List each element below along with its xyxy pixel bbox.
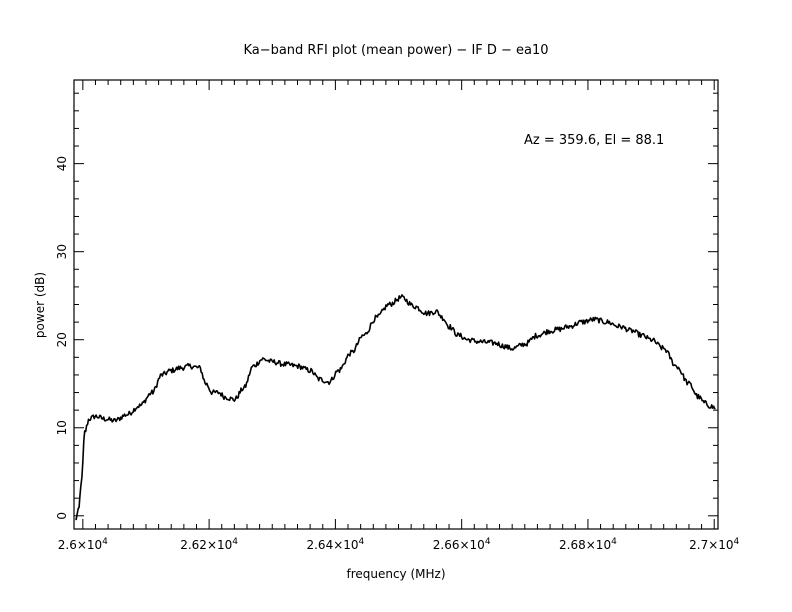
x-tick-label: 2.62×104	[180, 537, 238, 552]
x-axis: 2.6×104 2.62×104 2.64×104 2.66×104 2.68×104 2…	[58, 80, 740, 552]
y-axis: 0 10 20 30 40	[55, 92, 718, 520]
y-tick-label: 10	[55, 420, 69, 435]
y-axis-label: power (dB)	[33, 272, 47, 338]
data-line	[75, 294, 716, 521]
pointing-annotation: Az = 359.6, El = 88.1	[524, 133, 664, 148]
chart-title: Ka−band RFI plot (mean power) − IF D − e…	[243, 43, 548, 58]
y-tick-label: 30	[55, 244, 69, 259]
x-axis-label: frequency (MHz)	[346, 567, 445, 581]
x-tick-label: 2.66×104	[433, 537, 491, 552]
x-tick-label: 2.68×104	[559, 537, 617, 552]
data-line-layer	[75, 294, 716, 521]
x-tick-label: 2.64×104	[306, 537, 364, 552]
x-tick-label: 2.6×104	[58, 537, 108, 552]
y-tick-label: 40	[55, 156, 69, 171]
y-tick-label: 0	[55, 512, 69, 520]
y-tick-label: 20	[55, 332, 69, 347]
x-tick-label: 2.7×104	[689, 537, 739, 552]
